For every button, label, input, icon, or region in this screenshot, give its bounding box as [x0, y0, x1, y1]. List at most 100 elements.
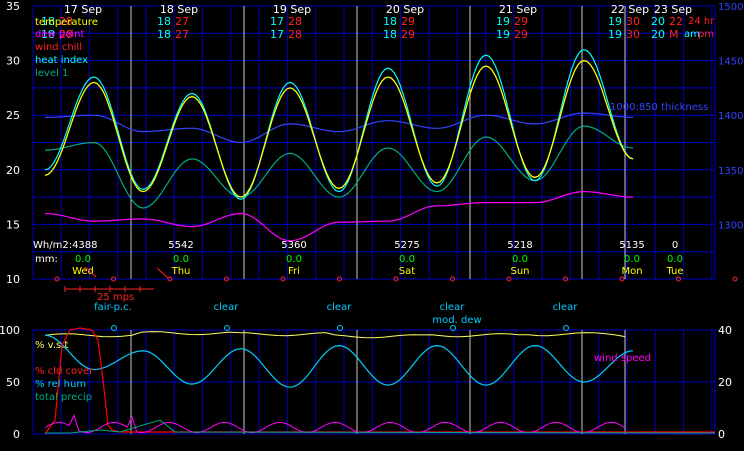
- legend-level-1: level 1: [35, 68, 68, 79]
- day-high-24h: 29: [401, 15, 415, 28]
- wind-marker: [506, 276, 512, 282]
- mm-label: mm:: [35, 254, 58, 265]
- wind-marker: [280, 276, 286, 282]
- day-rain-mm: 0.0: [512, 254, 528, 265]
- day-high-24h: 30: [626, 15, 640, 28]
- day-solar-energy: 5275: [394, 240, 419, 251]
- day-name-label: Fri: [288, 266, 300, 277]
- day-solar-energy: 5135: [619, 240, 644, 251]
- day-high-24h: 29: [514, 15, 528, 28]
- legend-wind-chill: wind chill: [35, 42, 82, 53]
- legend-cloud-cover: % cld cover: [35, 366, 94, 377]
- day-rain-mm: 0.0: [667, 254, 683, 265]
- upper-left-tick: 35: [6, 0, 20, 13]
- upper-right-tick: 1450: [718, 57, 743, 68]
- upper-right-tick: 1500: [718, 2, 743, 13]
- rel-hum-line: [44, 334, 634, 388]
- heat-index-line: [44, 49, 634, 200]
- lower-right-tick: 40: [718, 324, 732, 337]
- wind-scale-label: 25 mps: [97, 292, 134, 303]
- wind-marker: [337, 276, 342, 282]
- day-high-24h: 27: [175, 15, 189, 28]
- day-low-24h: 19: [608, 15, 622, 28]
- day-high-ampm: 28: [288, 28, 302, 41]
- sky-condition-label: mod. dew: [432, 315, 481, 326]
- day-low-ampm: 18: [383, 28, 397, 41]
- sky-condition-label: clear: [440, 302, 466, 313]
- wind-marker: [563, 276, 568, 282]
- day-name-label: Thu: [171, 266, 191, 277]
- thickness-label: 1000:850 thickness: [610, 102, 708, 113]
- day-date-label: 21 Sep: [499, 3, 537, 16]
- wind-marker: [450, 276, 455, 282]
- legend-dew-point: dew point: [35, 29, 84, 40]
- day-date-label: 20 Sep: [386, 3, 424, 16]
- lower-left-tick: 0: [13, 428, 20, 441]
- day-high-ampm: 29: [514, 28, 528, 41]
- wind-marker: [393, 276, 399, 282]
- day-high-ampm: 29: [401, 28, 415, 41]
- wind-marker: [619, 276, 625, 282]
- legend-vst: % v.s.t: [35, 340, 68, 351]
- upper-left-tick: 20: [6, 164, 20, 177]
- legend-rel-hum: % rel hum: [35, 379, 86, 390]
- day-date-label: 19 Sep: [273, 3, 311, 16]
- day-solar-energy: 0: [672, 240, 678, 251]
- day-low-24h: 17: [270, 15, 284, 28]
- thickness-line: [45, 112, 634, 144]
- day-high-24h: 28: [59, 15, 73, 28]
- day-name-label: Sun: [510, 266, 529, 277]
- day-name-label: Sat: [399, 266, 415, 277]
- upper-series: [44, 49, 634, 242]
- upper-left-tick: 10: [6, 273, 20, 286]
- wind-marker: [167, 276, 173, 282]
- wind-marker: [676, 276, 681, 282]
- day-date-label: 23 Sep: [654, 3, 692, 16]
- sky-marker: [224, 325, 230, 331]
- day-low-ampm: 19: [496, 28, 510, 41]
- day-name-label: Tue: [665, 266, 683, 277]
- day-low-ampm: 19: [608, 28, 622, 41]
- lower-legend: % v.s.t % cld cover % rel hum total prec…: [35, 340, 94, 403]
- lower-right-tick: 0: [718, 428, 725, 441]
- day-date-label: 22 Sep: [611, 3, 649, 16]
- day-high-24h: 28: [288, 15, 302, 28]
- day-rain-mm: 0.0: [399, 254, 415, 265]
- corner-pm-label: pm: [698, 29, 714, 40]
- upper-legend: temperature dew point wind chill heat in…: [35, 17, 98, 79]
- vst-line: [44, 331, 626, 339]
- wind-marker: [54, 276, 60, 282]
- day-high-ampm: 28: [59, 28, 73, 41]
- legend-temperature: temperature: [35, 17, 98, 28]
- wind-barb: [156, 267, 169, 279]
- dew-point-line: [44, 190, 634, 242]
- sky-marker: [111, 325, 117, 331]
- upper-grid: [32, 5, 716, 280]
- upper-left-tick: 15: [6, 218, 20, 231]
- day-date-label: 18 Sep: [160, 3, 198, 16]
- lower-series: [44, 327, 716, 435]
- lower-right-tick: 20: [718, 376, 732, 389]
- day-low-24h: 20: [651, 15, 665, 28]
- sky-marker: [563, 325, 569, 331]
- sky-marker: [337, 325, 343, 331]
- cloud-cover-line: [44, 327, 715, 435]
- lower-left-tick: 50: [6, 376, 20, 389]
- day-low-ampm: 18: [41, 28, 55, 41]
- lower-labels: 0 50 100 0 20 40 fair-p.c. clear clear clear clear…: [0, 302, 732, 441]
- lower-left-tick: 100: [0, 324, 20, 337]
- day-solar-energy: 5360: [281, 240, 306, 251]
- day-rain-mm: 0.0: [173, 254, 189, 265]
- corner-hour-label: 24 hr: [688, 16, 715, 27]
- temperature-line: [44, 59, 634, 198]
- day-low-24h: 18: [157, 15, 171, 28]
- day-high-ampm: 27: [175, 28, 189, 41]
- upper-right-tick: 1300: [718, 220, 743, 231]
- upper-right-tick: 1400: [718, 111, 743, 122]
- day-solar-energy: 5218: [507, 240, 532, 251]
- wind-marker: [224, 276, 229, 282]
- sky-condition-label: clear: [214, 302, 240, 313]
- legend-total-precip: total precip: [35, 392, 92, 403]
- day-rain-mm: 0.0: [286, 254, 302, 265]
